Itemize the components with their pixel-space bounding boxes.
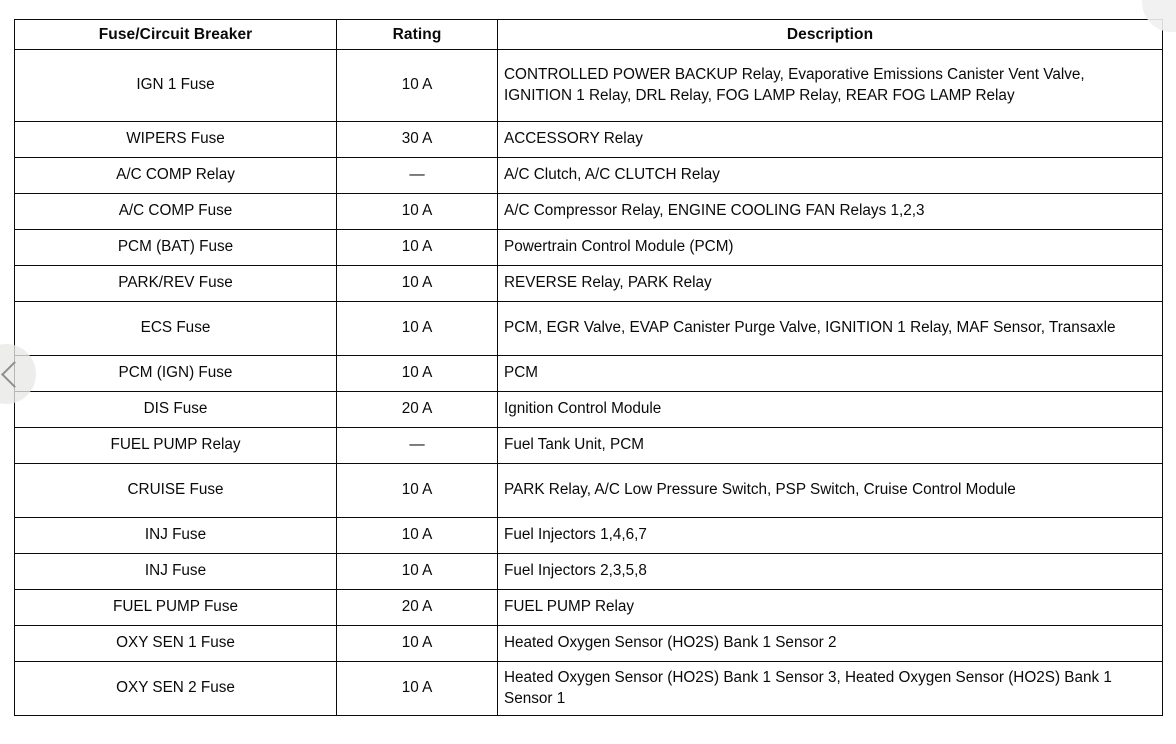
cell-fuse-name: FUEL PUMP Fuse bbox=[14, 589, 337, 626]
cell-description: A/C Compressor Relay, ENGINE COOLING FAN… bbox=[497, 193, 1163, 230]
table-row: DIS Fuse 20 A Ignition Control Module bbox=[14, 391, 1163, 428]
cell-rating: 10 A bbox=[336, 355, 498, 392]
table-row: CRUISE Fuse 10 A PARK Relay, A/C Low Press… bbox=[14, 463, 1163, 518]
table-row: PCM (IGN) Fuse 10 A PCM bbox=[14, 355, 1163, 392]
cell-fuse-name: INJ Fuse bbox=[14, 553, 337, 590]
cell-description: CONTROLLED POWER BACKUP Relay, Evaporati… bbox=[497, 49, 1163, 122]
cell-description: Fuel Tank Unit, PCM bbox=[497, 427, 1163, 464]
cell-description: Powertrain Control Module (PCM) bbox=[497, 229, 1163, 266]
table-row: WIPERS Fuse 30 A ACCESSORY Relay bbox=[14, 121, 1163, 158]
table-row: A/C COMP Fuse 10 A A/C Compressor Relay, E… bbox=[14, 193, 1163, 230]
table-header: Fuse/Circuit Breaker Rating Description bbox=[14, 19, 1163, 50]
cell-rating: 10 A bbox=[336, 517, 498, 554]
cell-fuse-name: WIPERS Fuse bbox=[14, 121, 337, 158]
column-header-description: Description bbox=[497, 19, 1163, 50]
cell-description: PARK Relay, A/C Low Pressure Switch, PSP… bbox=[497, 463, 1163, 518]
table-row: FUEL PUMP Fuse 20 A FUEL PUMP Relay bbox=[14, 589, 1163, 626]
table-row: INJ Fuse 10 A Fuel Injectors 2,3,5,8 bbox=[14, 553, 1163, 590]
cell-rating: 10 A bbox=[336, 463, 498, 518]
table-row: OXY SEN 1 Fuse 10 A Heated Oxygen Sensor (… bbox=[14, 625, 1163, 662]
cell-description: Heated Oxygen Sensor (HO2S) Bank 1 Senso… bbox=[497, 661, 1163, 716]
cell-rating: 10 A bbox=[336, 301, 498, 356]
cell-description: PCM, EGR Valve, EVAP Canister Purge Valv… bbox=[497, 301, 1163, 356]
cell-rating: 10 A bbox=[336, 193, 498, 230]
cell-rating: — bbox=[336, 427, 498, 464]
cell-description: ACCESSORY Relay bbox=[497, 121, 1163, 158]
cell-rating: 10 A bbox=[336, 49, 498, 122]
table-header-row: Fuse/Circuit Breaker Rating Description bbox=[14, 19, 1163, 50]
table-row: ECS Fuse 10 A PCM, EGR Valve, EVAP Caniste… bbox=[14, 301, 1163, 356]
cell-fuse-name: PCM (IGN) Fuse bbox=[14, 355, 337, 392]
cell-fuse-name: A/C COMP Relay bbox=[14, 157, 337, 194]
cell-rating: 20 A bbox=[336, 589, 498, 626]
cell-description: Fuel Injectors 2,3,5,8 bbox=[497, 553, 1163, 590]
cell-description: PCM bbox=[497, 355, 1163, 392]
column-header-fuse-circuit-breaker: Fuse/Circuit Breaker bbox=[14, 19, 337, 50]
cell-rating: 20 A bbox=[336, 391, 498, 428]
cell-fuse-name: ECS Fuse bbox=[14, 301, 337, 356]
cell-fuse-name: INJ Fuse bbox=[14, 517, 337, 554]
cell-fuse-name: CRUISE Fuse bbox=[14, 463, 337, 518]
cell-rating: 10 A bbox=[336, 229, 498, 266]
cell-fuse-name: FUEL PUMP Relay bbox=[14, 427, 337, 464]
cell-description: A/C Clutch, A/C CLUTCH Relay bbox=[497, 157, 1163, 194]
table-row: PCM (BAT) Fuse 10 A Powertrain Control Mod… bbox=[14, 229, 1163, 266]
cell-fuse-name: A/C COMP Fuse bbox=[14, 193, 337, 230]
cell-rating: — bbox=[336, 157, 498, 194]
cell-rating: 10 A bbox=[336, 661, 498, 716]
cell-rating: 10 A bbox=[336, 553, 498, 590]
cell-rating: 10 A bbox=[336, 265, 498, 302]
cell-fuse-name: DIS Fuse bbox=[14, 391, 337, 428]
table-body: IGN 1 Fuse 10 A CONTROLLED POWER BACKUP Re… bbox=[14, 49, 1163, 716]
cell-description: REVERSE Relay, PARK Relay bbox=[497, 265, 1163, 302]
cell-fuse-name: OXY SEN 2 Fuse bbox=[14, 661, 337, 716]
cell-description: FUEL PUMP Relay bbox=[497, 589, 1163, 626]
cell-fuse-name: OXY SEN 1 Fuse bbox=[14, 625, 337, 662]
table-row: INJ Fuse 10 A Fuel Injectors 1,4,6,7 bbox=[14, 517, 1163, 554]
cell-fuse-name: PARK/REV Fuse bbox=[14, 265, 337, 302]
cell-fuse-name: PCM (BAT) Fuse bbox=[14, 229, 337, 266]
cell-rating: 30 A bbox=[336, 121, 498, 158]
column-header-rating: Rating bbox=[336, 19, 498, 50]
table-row: OXY SEN 2 Fuse 10 A Heated Oxygen Sensor (… bbox=[14, 661, 1163, 716]
cell-description: Heated Oxygen Sensor (HO2S) Bank 1 Senso… bbox=[497, 625, 1163, 662]
table-row: FUEL PUMP Relay — Fuel Tank Unit, PCM bbox=[14, 427, 1163, 464]
table-row: PARK/REV Fuse 10 A REVERSE Relay, PARK Rel… bbox=[14, 265, 1163, 302]
cell-description: Fuel Injectors 1,4,6,7 bbox=[497, 517, 1163, 554]
chevron-left-icon bbox=[0, 360, 28, 388]
fuse-circuit-breaker-table: Fuse/Circuit Breaker Rating Description … bbox=[14, 19, 1163, 716]
table-row: IGN 1 Fuse 10 A CONTROLLED POWER BACKUP Re… bbox=[14, 49, 1163, 122]
cell-rating: 10 A bbox=[336, 625, 498, 662]
cell-fuse-name: IGN 1 Fuse bbox=[14, 49, 337, 122]
cell-description: Ignition Control Module bbox=[497, 391, 1163, 428]
table-row: A/C COMP Relay — A/C Clutch, A/C CLUTCH Re… bbox=[14, 157, 1163, 194]
